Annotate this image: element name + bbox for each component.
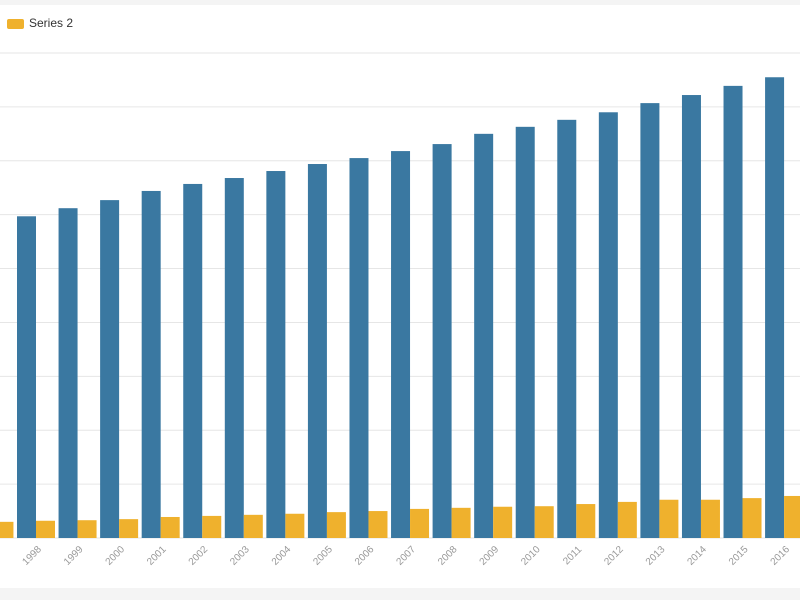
bar	[17, 216, 36, 539]
bar	[765, 77, 785, 538]
bar	[36, 520, 55, 538]
bar	[557, 119, 577, 539]
legend-swatch	[7, 19, 24, 29]
bar	[202, 515, 222, 538]
bar	[0, 521, 14, 538]
bar	[160, 516, 180, 538]
bar	[307, 164, 327, 538]
bar	[617, 501, 637, 538]
bar	[493, 506, 513, 538]
bar	[100, 200, 120, 538]
bar	[700, 499, 720, 538]
bar	[681, 95, 701, 539]
bar	[368, 511, 388, 538]
bar	[266, 171, 286, 538]
bar	[742, 498, 762, 538]
bar	[141, 190, 161, 538]
bar	[243, 514, 263, 538]
bar	[640, 103, 660, 538]
bar	[224, 178, 244, 538]
bar	[326, 512, 346, 538]
bar	[659, 499, 679, 538]
legend-label: Series 2	[29, 16, 73, 30]
bar	[515, 126, 535, 539]
bar	[534, 506, 554, 538]
bar	[474, 133, 494, 539]
bar	[285, 513, 305, 538]
bar	[784, 495, 800, 538]
bar	[119, 519, 139, 538]
bar	[58, 208, 78, 538]
bar	[349, 158, 369, 539]
bar	[183, 183, 203, 538]
bar	[451, 507, 471, 538]
bar	[432, 144, 452, 539]
bar	[576, 504, 596, 538]
bar	[598, 112, 618, 539]
bar	[77, 520, 97, 538]
bar	[410, 508, 430, 538]
bar	[391, 151, 411, 539]
bar	[723, 85, 743, 538]
